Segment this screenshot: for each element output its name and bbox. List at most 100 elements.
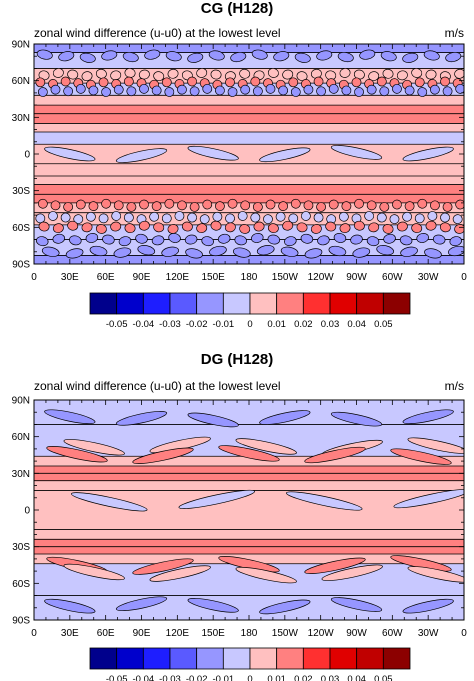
colorbar-swatch <box>142 292 171 315</box>
eddy-contour <box>414 213 425 224</box>
eddy-contour <box>81 71 93 82</box>
x-tick-label: 0 <box>31 628 37 639</box>
colorbar-swatch <box>116 647 144 670</box>
eddy-contour <box>424 248 442 259</box>
eddy-contour <box>430 200 440 211</box>
eddy-contour <box>304 446 366 464</box>
eddy-contour <box>161 77 172 88</box>
eddy-contour <box>368 71 380 82</box>
eddy-contour <box>215 201 225 211</box>
eddy-contour <box>339 223 351 234</box>
x-tick-label: 30W <box>418 272 439 283</box>
eddy-contour <box>267 234 281 245</box>
eddy-contour <box>301 211 311 221</box>
eddy-contour <box>294 52 311 63</box>
eddy-contour <box>115 148 168 163</box>
eddy-contour <box>259 410 311 425</box>
colorbar-swatch <box>382 292 411 315</box>
eddy-contour <box>151 85 162 96</box>
colorbar-swatch <box>222 647 251 670</box>
eddy-contour <box>149 211 160 222</box>
y-tick-label: 60S <box>12 223 30 234</box>
eddy-contour <box>338 211 349 222</box>
eddy-contour <box>187 52 204 63</box>
y-tick-label: 30N <box>12 113 30 124</box>
x-tick-label: 60W <box>382 272 403 283</box>
eddy-contour <box>330 411 383 427</box>
x-tick-label: 120W <box>308 272 335 283</box>
eddy-contour <box>253 221 265 232</box>
eddy-contour <box>288 77 299 88</box>
colorbar-swatch <box>302 647 331 670</box>
eddy-contour <box>113 200 124 211</box>
eddy-contour <box>50 84 61 95</box>
eddy-contour <box>350 234 363 245</box>
eddy-contour <box>425 69 437 80</box>
eddy-contour <box>402 409 454 425</box>
zonal-band <box>34 52 464 69</box>
eddy-contour <box>126 86 137 97</box>
eddy-contour <box>440 76 450 87</box>
eddy-contour <box>196 68 208 78</box>
colorbar-label: 0 <box>247 674 252 681</box>
x-tick-label: 90E <box>133 272 151 283</box>
eddy-contour <box>235 567 297 584</box>
eddy-contour <box>165 51 182 62</box>
colorbar-label: -0.01 <box>213 674 235 681</box>
cg-panel: CG (H128) zonal wind difference (u-u0) a… <box>0 0 474 340</box>
eddy-contour <box>379 86 390 97</box>
colorbar-swatch <box>89 647 118 670</box>
eddy-contour <box>187 145 239 161</box>
eddy-contour <box>86 211 96 222</box>
eddy-contour <box>328 83 339 94</box>
colorbar-swatch <box>276 292 304 315</box>
colorbar-label: 0.05 <box>374 674 393 681</box>
eddy-contour <box>132 558 194 575</box>
eddy-contour <box>414 77 425 88</box>
eddy-contour <box>240 84 251 95</box>
eddy-contour <box>273 51 290 62</box>
eddy-contour <box>364 211 375 221</box>
y-tick-label: 0 <box>24 150 30 161</box>
colorbar-swatch <box>142 647 171 670</box>
colorbar-label: 0 <box>247 319 252 330</box>
eddy-contour <box>63 202 74 212</box>
eddy-contour <box>67 69 79 80</box>
zonal-band <box>34 184 464 195</box>
eddy-contour <box>382 68 394 79</box>
eddy-contour <box>132 447 194 464</box>
x-tick-label: 30E <box>61 628 79 639</box>
colorbar-label: 0.02 <box>294 319 313 330</box>
eddy-contour <box>153 71 165 82</box>
eddy-contour <box>275 211 286 222</box>
eddy-contour <box>233 247 251 258</box>
eddy-contour <box>63 563 125 581</box>
eddy-contour <box>402 211 412 222</box>
eddy-contour <box>69 235 82 246</box>
eddy-contour <box>304 557 366 574</box>
colorbar-swatch <box>116 292 144 315</box>
y-tick-label: 60N <box>12 432 30 443</box>
eddy-contour <box>383 233 396 244</box>
eddy-contour <box>153 222 165 233</box>
eddy-contour <box>300 233 314 244</box>
eddy-contour <box>448 245 464 257</box>
eddy-contour <box>366 200 377 211</box>
eddy-contour <box>439 222 451 233</box>
dg-panel: DG (H128) zonal wind difference (u-u0) a… <box>0 341 474 681</box>
x-tick-label: 60E <box>97 628 115 639</box>
eddy-contour <box>37 87 48 97</box>
eddy-contour <box>168 233 181 243</box>
x-tick-label: 150E <box>201 272 225 283</box>
eddy-contour <box>149 565 211 582</box>
cg-subtitle: zonal wind difference (u-u0) at the lowe… <box>34 26 281 40</box>
eddy-contour <box>402 146 454 162</box>
eddy-contour <box>265 199 276 210</box>
eddy-contour <box>41 246 60 257</box>
eddy-contour <box>392 83 402 94</box>
eddy-contour <box>256 245 275 256</box>
zonal-band <box>34 163 464 176</box>
colorbar-swatch <box>356 647 384 670</box>
eddy-contour <box>95 68 107 79</box>
dg-units: m/s <box>444 379 464 393</box>
